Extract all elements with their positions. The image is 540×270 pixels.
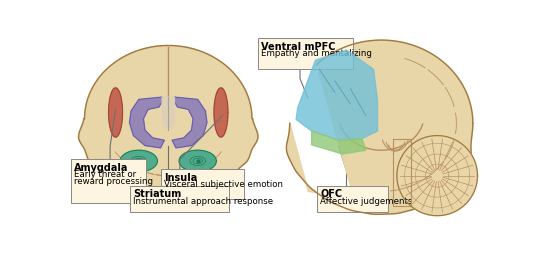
Text: Early threat or: Early threat or xyxy=(73,170,136,179)
Polygon shape xyxy=(179,150,217,172)
FancyBboxPatch shape xyxy=(258,38,353,69)
Text: Amygdala: Amygdala xyxy=(73,163,128,173)
Text: reward processing: reward processing xyxy=(73,177,153,185)
Polygon shape xyxy=(312,131,366,154)
Polygon shape xyxy=(286,40,473,214)
Polygon shape xyxy=(393,139,411,207)
Text: Affective judgements: Affective judgements xyxy=(320,197,413,206)
Text: OFC: OFC xyxy=(320,190,342,200)
Polygon shape xyxy=(79,46,258,199)
FancyBboxPatch shape xyxy=(161,169,244,200)
Text: Striatum: Striatum xyxy=(133,190,181,200)
Polygon shape xyxy=(120,150,157,172)
Text: Insula: Insula xyxy=(164,173,198,183)
Text: Visceral subjective emotion: Visceral subjective emotion xyxy=(164,180,284,189)
FancyBboxPatch shape xyxy=(317,186,388,212)
Polygon shape xyxy=(214,88,228,137)
Text: Ventral mPFC: Ventral mPFC xyxy=(261,42,336,52)
Polygon shape xyxy=(172,97,207,148)
Text: Instrumental approach response: Instrumental approach response xyxy=(133,197,273,206)
Polygon shape xyxy=(130,97,164,148)
Text: Empathy and mentalizing: Empathy and mentalizing xyxy=(261,49,372,58)
Polygon shape xyxy=(162,97,174,128)
Polygon shape xyxy=(397,136,477,216)
Polygon shape xyxy=(109,88,123,137)
FancyBboxPatch shape xyxy=(71,159,146,202)
FancyBboxPatch shape xyxy=(130,186,229,212)
Polygon shape xyxy=(296,50,377,140)
